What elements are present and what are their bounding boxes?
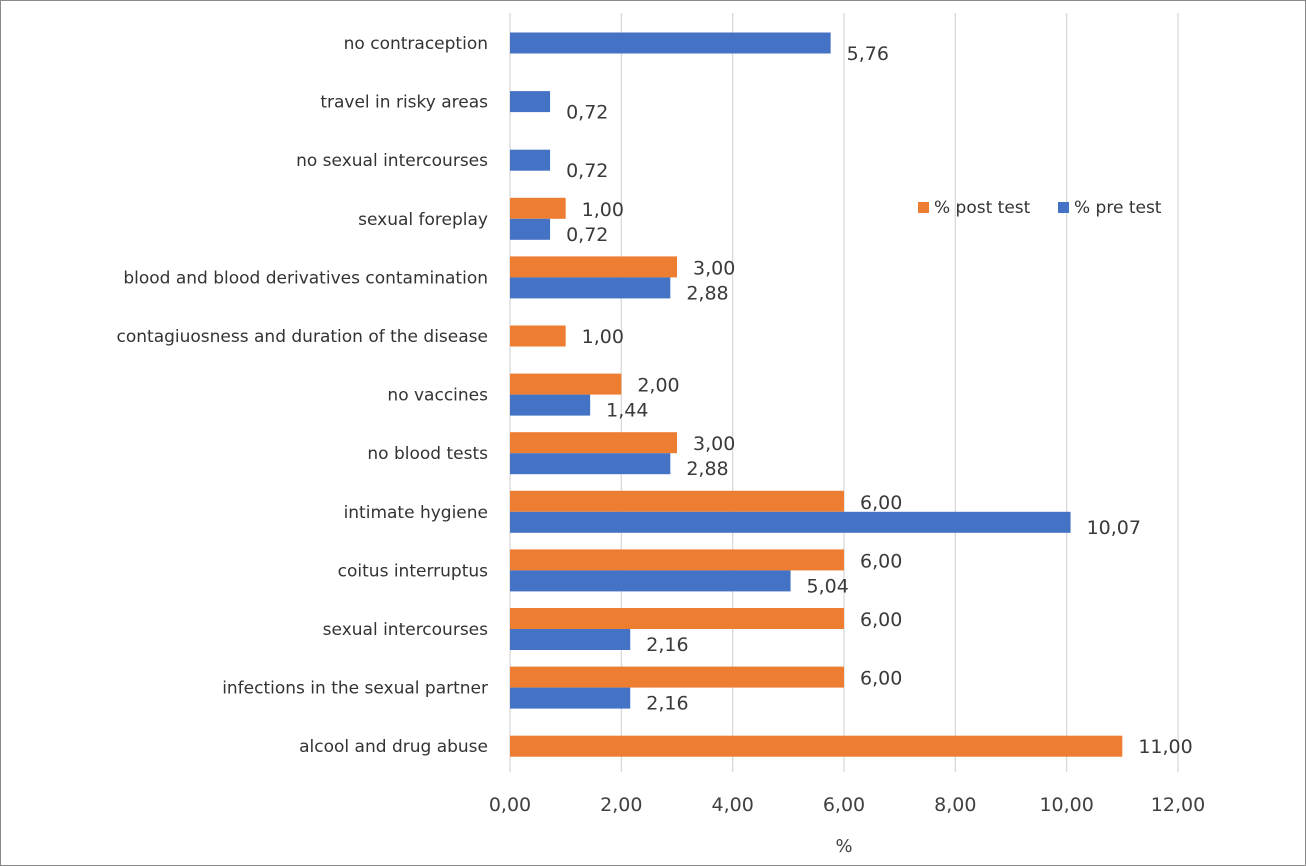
category-label: blood and blood derivatives contaminatio… (123, 268, 488, 288)
x-axis-title: % (835, 836, 852, 857)
data-label-post-test: 6,00 (860, 609, 902, 631)
data-label-post-test: 11,00 (1138, 736, 1192, 758)
legend: % post test % pre test (918, 198, 1162, 218)
x-tick-label: 6,00 (823, 794, 865, 816)
bar-pre-test (510, 629, 631, 650)
bar-post-test (510, 373, 622, 395)
data-label-pre-test: 0,72 (566, 160, 608, 182)
data-label-pre-test: 0,72 (566, 224, 608, 246)
x-tick-label: 2,00 (600, 794, 642, 816)
data-label-pre-test: 2,16 (646, 634, 688, 656)
bar-pre-test (510, 32, 831, 54)
data-label-pre-test: 2,88 (686, 282, 728, 304)
data-label-post-test: 1,00 (582, 199, 624, 221)
category-label: coitus interruptus (338, 561, 488, 581)
x-tick-labels: 0,00 2,00 4,00 6,00 8,00 10,00 12,00 (489, 794, 1205, 816)
data-label-pre-test: 2,16 (646, 693, 688, 715)
bar-pre-test (510, 149, 551, 171)
bar-post-test (510, 325, 566, 347)
bar-post-test (510, 666, 844, 688)
data-label-post-test: 1,00 (582, 326, 624, 348)
data-label-post-test: 6,00 (860, 550, 902, 572)
legend-label-post-test: % post test (934, 198, 1031, 218)
x-tick-label: 8,00 (934, 794, 976, 816)
bar-pre-test (510, 277, 671, 299)
bar-post-test (510, 549, 844, 571)
bar-post-test (510, 608, 844, 629)
legend-swatch-pre-test (1058, 202, 1069, 213)
legend-swatch-post-test (918, 202, 929, 213)
bar-pre-test (510, 91, 551, 113)
category-label: intimate hygiene (344, 503, 488, 523)
x-tick-label: 0,00 (489, 794, 531, 816)
bar-post-test (510, 735, 1123, 757)
data-label-post-test: 2,00 (637, 375, 679, 397)
data-label-pre-test: 10,07 (1087, 517, 1141, 539)
data-label-pre-test: 5,04 (807, 575, 849, 597)
bar-post-test (510, 256, 677, 278)
bar-pre-test (510, 570, 791, 592)
category-label: no blood tests (367, 444, 488, 464)
category-label: sexual foreplay (358, 210, 488, 230)
category-labels: no contraception travel in risky areas no … (117, 34, 489, 757)
bar-pre-test (510, 218, 551, 240)
x-tick-label: 10,00 (1039, 794, 1093, 816)
x-tick-label: 12,00 (1151, 794, 1205, 816)
gridlines (509, 13, 1179, 772)
x-tick-label: 4,00 (712, 794, 754, 816)
data-label-post-test: 6,00 (860, 492, 902, 514)
legend-label-pre-test: % pre test (1074, 198, 1162, 218)
data-label-pre-test: 5,76 (847, 43, 889, 65)
category-label: travel in risky areas (320, 93, 488, 113)
bar-post-test (510, 197, 566, 219)
bar-pre-test (510, 394, 591, 416)
data-label-post-test: 3,00 (693, 433, 735, 455)
bar-post-test (510, 432, 677, 454)
category-label: infections in the sexual partner (222, 679, 488, 699)
data-label-pre-test: 0,72 (566, 102, 608, 124)
bars (510, 32, 1123, 757)
category-label: no vaccines (387, 386, 488, 406)
category-label: no contraception (344, 34, 488, 54)
bar-pre-test (510, 511, 1071, 533)
category-label: contagiuosness and duration of the disea… (117, 327, 489, 347)
category-label: no sexual intercourses (296, 151, 488, 171)
data-labels: 5,76 0,72 0,72 1,00 0,72 3,00 2,88 1,00 2,00 1,44… (566, 43, 1193, 758)
bar-pre-test (510, 453, 671, 475)
category-label: alcool and drug abuse (299, 737, 488, 757)
bar-pre-test (510, 687, 631, 709)
data-label-post-test: 3,00 (693, 257, 735, 279)
bar-post-test (510, 490, 844, 512)
data-label-pre-test: 2,88 (686, 458, 728, 480)
data-label-post-test: 6,00 (860, 668, 902, 690)
category-label: sexual intercourses (323, 620, 488, 640)
data-label-pre-test: 1,44 (606, 400, 648, 422)
